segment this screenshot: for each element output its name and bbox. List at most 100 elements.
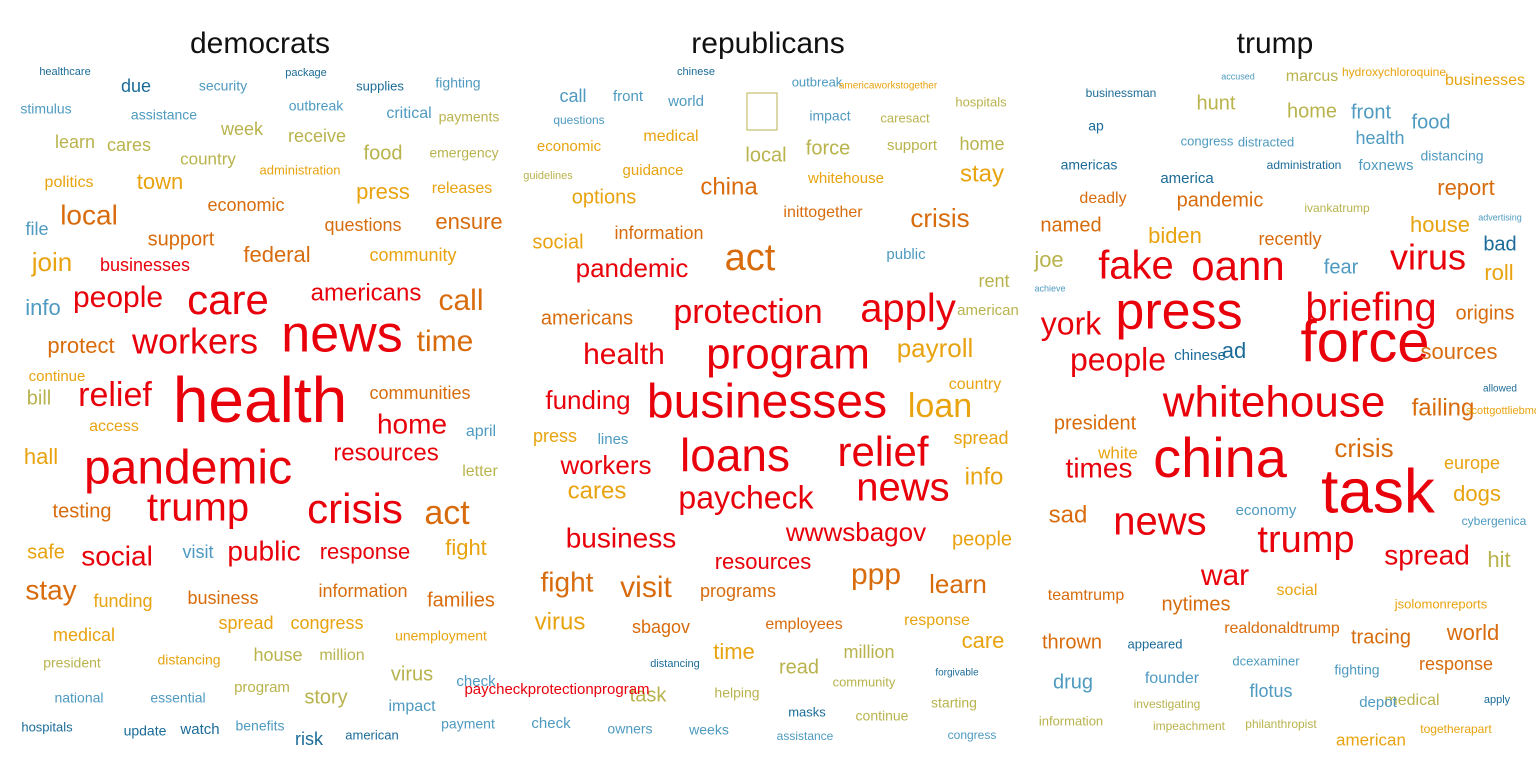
word-information: information <box>1039 713 1103 728</box>
word-funding: funding <box>545 385 630 415</box>
word-assistance: assistance <box>777 729 834 743</box>
word-community: community <box>369 245 456 265</box>
word-pandemic: pandemic <box>1177 189 1264 211</box>
word-jsolomonreports: jsolomonreports <box>1394 596 1488 611</box>
word-distancing: distancing <box>650 658 700 670</box>
word-sources: sources <box>1420 339 1497 364</box>
word-foxnews: foxnews <box>1358 157 1413 174</box>
word-china: china <box>1153 426 1288 489</box>
word-joe: joe <box>1033 247 1063 272</box>
word-update: update <box>124 723 167 739</box>
word-ppp: ppp <box>851 558 901 591</box>
word-families: families <box>427 589 495 611</box>
word-distancing: distancing <box>1420 148 1483 164</box>
word-read: read <box>779 656 819 678</box>
word-spread: spread <box>1384 539 1470 570</box>
word-watch: watch <box>179 721 219 738</box>
word-questions: questions <box>553 113 604 127</box>
word-roll: roll <box>1484 260 1513 285</box>
panel-title-democrats: democrats <box>190 27 330 60</box>
word-response: response <box>904 612 970 629</box>
word-congress: congress <box>1181 133 1234 148</box>
word-philanthropist: philanthropist <box>1245 717 1317 731</box>
word-learn: learn <box>929 569 987 599</box>
word-nytimes: nytimes <box>1162 593 1231 615</box>
word-people: people <box>1070 341 1166 377</box>
word-deadly: deadly <box>1079 190 1126 207</box>
word-stimulus: stimulus <box>20 101 71 117</box>
panel-title-republicans: republicans <box>691 27 844 60</box>
word-president: president <box>1054 412 1137 434</box>
word-employees: employees <box>765 616 842 633</box>
word-owners: owners <box>607 721 652 737</box>
word-war: war <box>1200 559 1249 592</box>
word-congress: congress <box>948 728 997 742</box>
word-health: health <box>173 364 347 436</box>
word-accused: accused <box>1221 71 1255 81</box>
word-join: join <box>31 247 72 277</box>
word-recently: recently <box>1258 229 1321 249</box>
word-time: time <box>417 325 474 358</box>
word-impact: impact <box>388 698 436 715</box>
word-hunt: hunt <box>1197 92 1236 114</box>
word-crisis: crisis <box>1334 433 1393 463</box>
word-medical: medical <box>53 625 115 645</box>
word-act: act <box>424 494 470 532</box>
word-unemployment: unemployment <box>395 628 487 644</box>
word-world: world <box>1446 620 1500 645</box>
word-administration: administration <box>260 162 341 177</box>
word-group-trump: taskforcechinapresswhitehouseoannbriefin… <box>1033 65 1536 749</box>
word-press: press <box>533 426 577 446</box>
word-supplies: supplies <box>356 78 404 93</box>
word-starting: starting <box>931 695 977 711</box>
word-white: white <box>1097 443 1138 462</box>
word-biden: biden <box>1148 223 1202 248</box>
word-info: info <box>965 463 1004 490</box>
word-learn: learn <box>55 132 95 152</box>
word-response: response <box>1419 654 1493 674</box>
word-healthcare: healthcare <box>39 66 90 78</box>
word-info: info <box>25 295 60 320</box>
word-oann: oann <box>1191 242 1284 289</box>
word-week: week <box>220 119 264 139</box>
word-support: support <box>887 137 938 154</box>
word-town: town <box>137 169 183 194</box>
word-impact: impact <box>809 108 850 124</box>
word-check: check <box>531 715 571 732</box>
word-local: local <box>60 199 118 230</box>
word-business: business <box>566 522 677 553</box>
word-hit: hit <box>1487 547 1510 572</box>
word-scottgottliebmd: scottgottliebmd <box>1466 405 1536 417</box>
word-program: program <box>706 330 870 379</box>
word-front: front <box>613 88 644 105</box>
word-assistance: assistance <box>131 107 197 123</box>
word-continue: continue <box>856 708 909 724</box>
word-teamtrump: teamtrump <box>1048 587 1125 604</box>
word-hall: hall <box>24 444 58 469</box>
word-spread: spread <box>218 613 273 633</box>
word-rent: rent <box>978 271 1009 291</box>
word-investigating: investigating <box>1134 697 1201 711</box>
word-spread: spread <box>953 428 1008 448</box>
word-congress: congress <box>290 613 363 633</box>
word-support: support <box>148 228 215 250</box>
word-million: million <box>843 642 894 662</box>
word-workers: workers <box>131 321 258 362</box>
word-relief: relief <box>78 376 152 414</box>
word-people: people <box>73 281 163 314</box>
word-news: news <box>1113 500 1206 544</box>
word-releases: releases <box>432 180 492 197</box>
word-emergency: emergency <box>429 145 498 161</box>
word-york: york <box>1041 305 1102 341</box>
word-critical: critical <box>386 105 431 122</box>
word-cares: cares <box>107 135 151 155</box>
word-guidelines: guidelines <box>523 170 573 182</box>
word-letter: letter <box>462 463 498 480</box>
word-local: local <box>745 144 786 166</box>
word-testing: testing <box>53 500 112 522</box>
word-information: information <box>614 223 703 243</box>
word-safe: safe <box>27 541 65 563</box>
word-named: named <box>1040 214 1101 236</box>
word-bad: bad <box>1483 233 1516 255</box>
word-caresact: caresact <box>880 110 930 125</box>
